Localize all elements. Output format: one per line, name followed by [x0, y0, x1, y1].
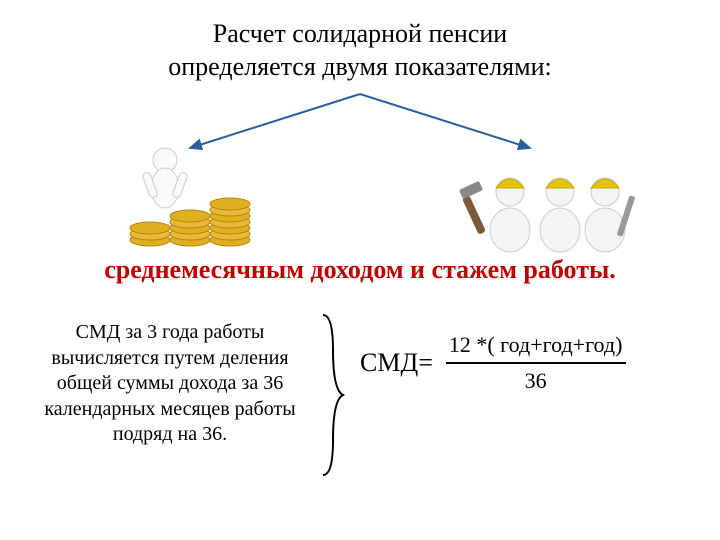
formula-fraction: 12 *( год+год+год) 36 [441, 330, 631, 396]
body-paragraph: СМД за 3 года работы вычисляется путем д… [30, 320, 310, 448]
formula: СМД= 12 *( год+год+год) 36 [360, 330, 690, 396]
formula-denominator: 36 [517, 366, 555, 396]
slide: Расчет солидарной пенсии определяется дв… [0, 0, 720, 540]
page-title: Расчет солидарной пенсии определяется дв… [0, 18, 720, 83]
worker-2 [540, 178, 580, 252]
curly-brace-icon [315, 310, 345, 480]
formula-lhs: СМД= [360, 348, 433, 378]
fraction-line [446, 362, 626, 364]
work-experience-icon [455, 125, 645, 255]
coin-stacks [130, 198, 250, 246]
income-icon [110, 140, 280, 250]
formula-numerator: 12 *( год+год+год) [441, 330, 631, 360]
subtitle: среднемесячным доходом и стажем работы. [0, 255, 720, 285]
mannequin-figure [142, 148, 188, 208]
hammer-icon [462, 195, 486, 235]
title-line2: определяется двумя показателями: [168, 52, 551, 81]
helmet-icon [496, 179, 524, 188]
title-line1: Расчет солидарной пенсии [213, 19, 507, 48]
worker-1 [459, 178, 530, 252]
worker-3 [585, 178, 635, 252]
